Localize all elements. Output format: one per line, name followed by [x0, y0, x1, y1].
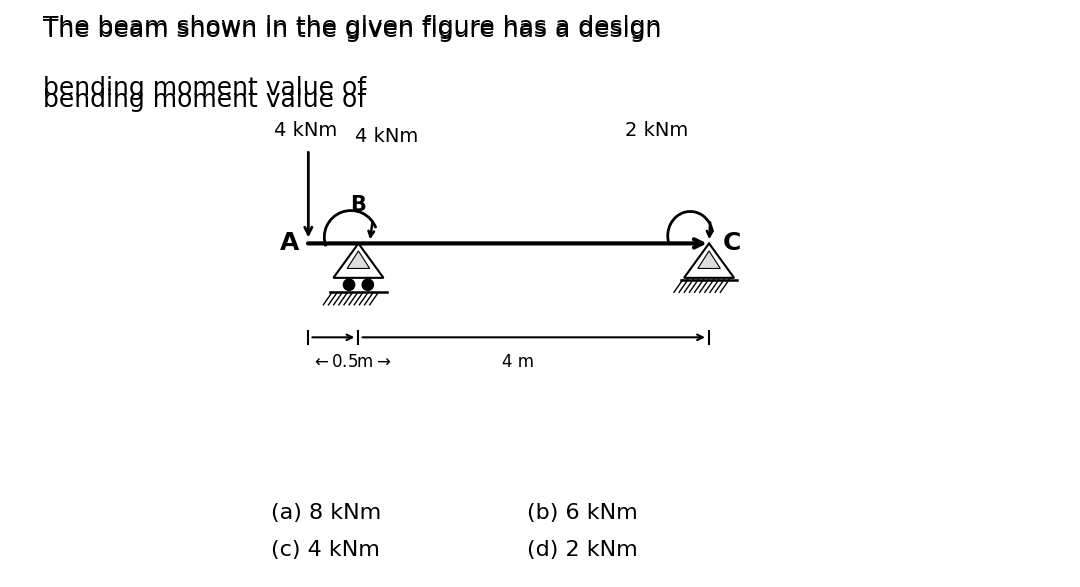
Text: B: B [351, 194, 366, 215]
Text: (b) 6 kNm: (b) 6 kNm [527, 502, 638, 522]
Circle shape [343, 279, 354, 291]
Text: bending moment value of: bending moment value of [43, 76, 366, 100]
Text: The beam shown in the given figure has a design: The beam shown in the given figure has a… [43, 18, 662, 42]
Text: $\leftarrow$0.5m$\rightarrow$: $\leftarrow$0.5m$\rightarrow$ [311, 353, 392, 371]
Text: 2 kNm: 2 kNm [624, 121, 688, 140]
Text: bending moment value of: bending moment value of [43, 88, 366, 112]
Text: 4 m: 4 m [502, 353, 535, 371]
Text: (c) 4 kNm: (c) 4 kNm [271, 540, 380, 560]
Text: 4 kNm: 4 kNm [355, 127, 419, 146]
Polygon shape [684, 244, 734, 278]
Circle shape [362, 279, 374, 291]
Polygon shape [347, 251, 369, 268]
Text: A: A [280, 231, 299, 255]
Text: (a) 8 kNm: (a) 8 kNm [271, 502, 381, 522]
Text: 4 kNm: 4 kNm [274, 121, 337, 140]
Text: C: C [723, 231, 741, 255]
Text: The beam shown in the given figure has a design: The beam shown in the given figure has a… [43, 15, 662, 39]
Text: (d) 2 kNm: (d) 2 kNm [527, 540, 638, 560]
Polygon shape [698, 251, 720, 268]
Polygon shape [334, 244, 383, 278]
